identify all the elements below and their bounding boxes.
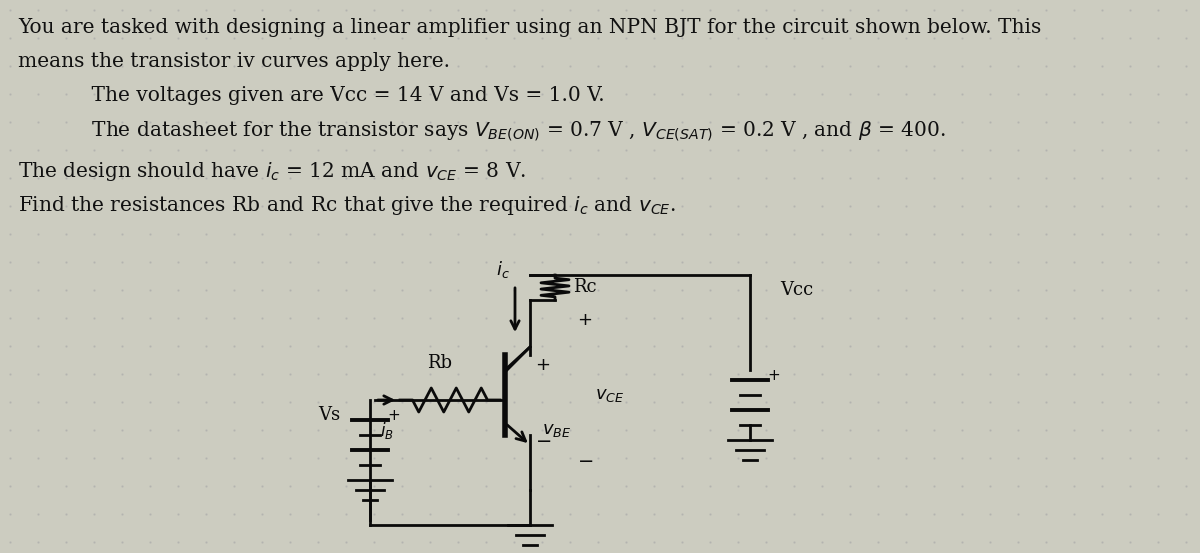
Text: The design should have $i_c$ = 12 mA and $v_{CE}$ = 8 V.: The design should have $i_c$ = 12 mA and… [18,160,526,183]
Text: $v_{CE}$: $v_{CE}$ [595,386,624,404]
Text: means the transistor iv curves apply here.: means the transistor iv curves apply her… [18,52,450,71]
Text: $-$: $-$ [577,451,593,469]
Text: $v_{BE}$: $v_{BE}$ [542,421,571,439]
Text: Vcc: Vcc [780,281,814,299]
Text: $i_B$: $i_B$ [379,420,394,441]
Text: The datasheet for the transistor says $V_{BE(ON)}$ = 0.7 V , $V_{CE(SAT)}$ = 0.2: The datasheet for the transistor says $V… [66,120,946,143]
Text: Rc: Rc [574,279,596,296]
Text: +: + [768,368,780,383]
Text: +: + [535,356,550,374]
Text: Find the resistances Rb and Rc that give the required $i_c$ and $v_{CE}$.: Find the resistances Rb and Rc that give… [18,194,676,217]
Text: +: + [388,408,401,422]
Text: +: + [577,311,593,329]
Text: Vs: Vs [318,406,340,424]
Text: The voltages given are Vcc = 14 V and Vs = 1.0 V.: The voltages given are Vcc = 14 V and Vs… [66,86,605,105]
Text: You are tasked with designing a linear amplifier using an NPN BJT for the circui: You are tasked with designing a linear a… [18,18,1042,37]
Text: $i_c$: $i_c$ [497,259,510,280]
Text: Rb: Rb [427,354,452,372]
Text: $-$: $-$ [535,430,551,450]
